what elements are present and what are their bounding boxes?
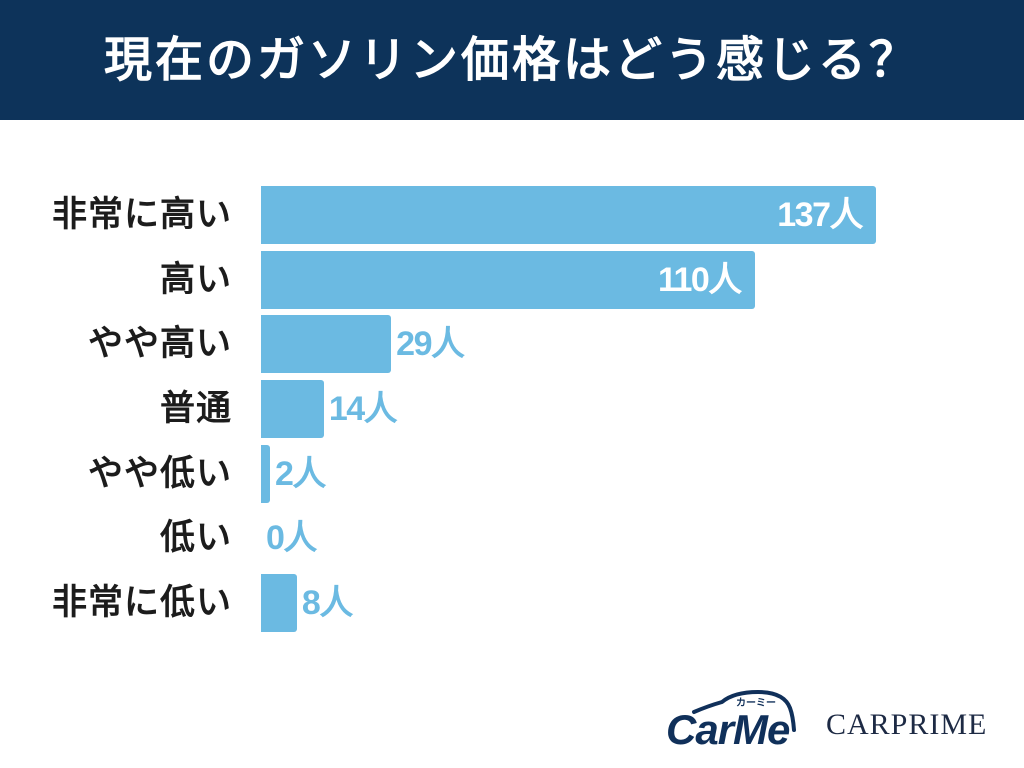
bar [261, 315, 392, 374]
value-label: 0人 [266, 509, 317, 567]
category-label: やや低い [87, 453, 232, 494]
value-label: 137人 [777, 186, 864, 244]
bar [261, 186, 876, 244]
carme-logo-text: CarMe [666, 706, 790, 753]
bar [261, 250, 755, 309]
bar-chart: 非常に高い 137人 高い 110人 やや高い 29人 普通 14人 やや低い 2人 低い 0人 非常に… [0, 186, 1024, 638]
bar [261, 380, 324, 438]
value-number: 8 [301, 584, 321, 623]
value-unit: 人 [292, 454, 326, 493]
value-label: 110人 [657, 251, 742, 309]
carprime-logo: CARPRIME [826, 708, 988, 741]
value-number: 110 [657, 260, 710, 299]
value-label: 2人 [274, 445, 326, 503]
value-number: 2 [274, 454, 294, 493]
value-unit: 人 [431, 325, 465, 364]
value-number: 29 [396, 325, 432, 364]
bar [261, 444, 270, 503]
category-label: 非常に高い [51, 195, 232, 235]
value-unit: 人 [829, 196, 864, 234]
category-label: 高い [159, 259, 232, 300]
bar-row: 非常に低い 8人 [0, 574, 1024, 633]
value-unit: 人 [708, 260, 742, 299]
value-unit: 人 [283, 519, 317, 558]
value-number: 137 [777, 196, 831, 234]
bar-row: 普通 14人 [0, 380, 1024, 438]
value-number: 0 [266, 519, 285, 558]
car-outline-icon [692, 690, 796, 732]
value-label: 14人 [328, 380, 398, 438]
category-label: 非常に低い [51, 583, 232, 624]
value-unit: 人 [363, 390, 398, 428]
carme-logo: カーミー CarMe [664, 686, 804, 752]
bar-row: やや低い 2人 [0, 444, 1024, 503]
category-label: 普通 [159, 389, 232, 429]
bar [261, 574, 297, 633]
value-unit: 人 [319, 584, 353, 623]
value-label: 8人 [301, 574, 353, 632]
bar-row: 非常に高い 137人 [0, 186, 1024, 244]
value-number: 14 [328, 390, 365, 428]
carme-logo-kana: カーミー [736, 698, 776, 709]
title-banner: 現在のガソリン価格はどう感じる？ [0, 0, 1024, 120]
bar-row: 低い 0人 [0, 509, 1024, 567]
category-label: 低い [159, 518, 232, 559]
category-label: やや高い [87, 324, 232, 365]
chart-title: 現在のガソリン価格はどう感じる？ [103, 32, 920, 88]
bar-row: やや高い 29人 [0, 315, 1024, 374]
bar-row: 高い 110人 [0, 250, 1024, 309]
value-label: 29人 [396, 315, 465, 373]
